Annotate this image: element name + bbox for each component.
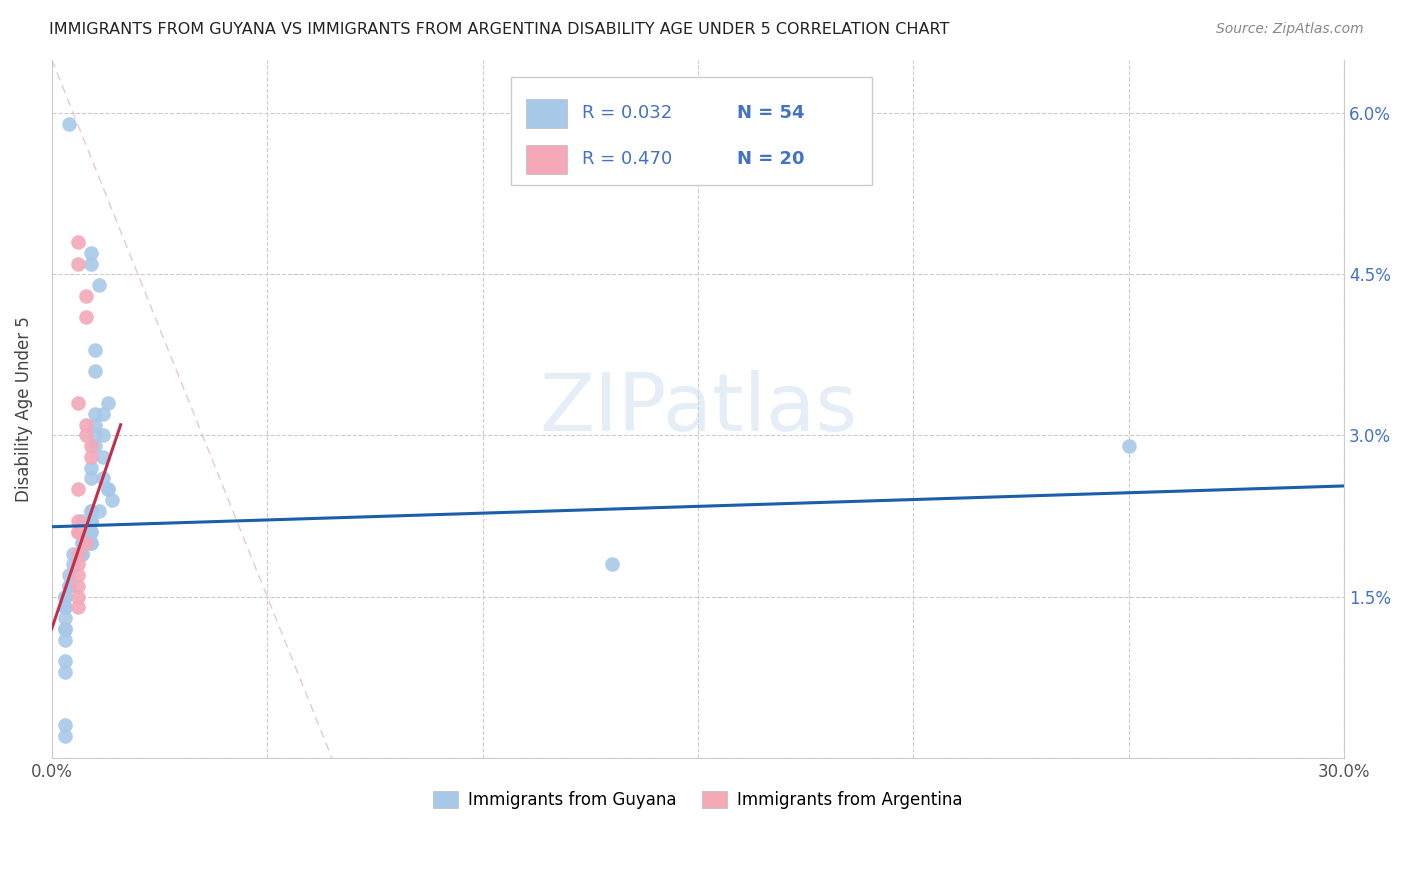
Point	[75, 289, 97, 303]
Point	[79, 460, 101, 475]
Point	[70, 547, 93, 561]
Point	[53, 590, 76, 604]
Text: N = 20: N = 20	[737, 151, 804, 169]
Point	[93, 428, 115, 442]
Point	[58, 117, 80, 131]
Point	[53, 600, 76, 615]
Point	[62, 558, 84, 572]
Point	[79, 536, 101, 550]
Point	[79, 439, 101, 453]
Y-axis label: Disability Age Under 5: Disability Age Under 5	[15, 316, 32, 501]
Point	[66, 547, 89, 561]
Point	[66, 579, 89, 593]
Point	[62, 547, 84, 561]
Point	[83, 364, 105, 378]
Text: Source: ZipAtlas.com: Source: ZipAtlas.com	[1216, 22, 1364, 37]
Point	[66, 525, 89, 540]
Point	[75, 536, 97, 550]
Point	[1118, 439, 1140, 453]
Point	[83, 417, 105, 432]
Point	[79, 503, 101, 517]
Point	[58, 579, 80, 593]
Point	[79, 257, 101, 271]
Point	[97, 482, 120, 496]
Point	[53, 590, 76, 604]
Point	[53, 600, 76, 615]
Point	[70, 547, 93, 561]
Point	[79, 515, 101, 529]
Text: IMMIGRANTS FROM GUYANA VS IMMIGRANTS FROM ARGENTINA DISABILITY AGE UNDER 5 CORRE: IMMIGRANTS FROM GUYANA VS IMMIGRANTS FRO…	[49, 22, 949, 37]
Point	[66, 482, 89, 496]
Point	[79, 471, 101, 485]
Point	[79, 246, 101, 260]
Point	[66, 590, 89, 604]
Point	[79, 503, 101, 517]
Point	[83, 343, 105, 357]
Point	[66, 515, 89, 529]
Text: ZIPatlas: ZIPatlas	[538, 369, 858, 448]
Point	[79, 536, 101, 550]
Bar	[526, 99, 568, 128]
Point	[89, 503, 111, 517]
Point	[66, 396, 89, 410]
Point	[70, 536, 93, 550]
Point	[66, 257, 89, 271]
Bar	[526, 145, 568, 174]
Point	[58, 568, 80, 582]
Text: R = 0.032: R = 0.032	[582, 104, 672, 122]
Point	[83, 428, 105, 442]
Point	[53, 665, 76, 679]
Point	[93, 471, 115, 485]
Point	[53, 729, 76, 743]
Point	[70, 525, 93, 540]
Point	[70, 536, 93, 550]
Point	[97, 482, 120, 496]
Point	[89, 278, 111, 293]
Point	[53, 718, 76, 732]
Point	[79, 515, 101, 529]
Point	[53, 632, 76, 647]
Point	[79, 450, 101, 464]
Legend: Immigrants from Guyana, Immigrants from Argentina: Immigrants from Guyana, Immigrants from …	[427, 784, 969, 815]
Point	[58, 579, 80, 593]
Point	[600, 558, 623, 572]
Point	[66, 558, 89, 572]
Point	[53, 622, 76, 636]
FancyBboxPatch shape	[510, 77, 872, 186]
Point	[66, 235, 89, 249]
Point	[79, 525, 101, 540]
Point	[53, 622, 76, 636]
Point	[53, 611, 76, 625]
Point	[83, 439, 105, 453]
Text: R = 0.470: R = 0.470	[582, 151, 672, 169]
Point	[70, 515, 93, 529]
Point	[83, 407, 105, 421]
Point	[97, 396, 120, 410]
Point	[66, 600, 89, 615]
Point	[66, 525, 89, 540]
Point	[101, 492, 124, 507]
Point	[75, 428, 97, 442]
Point	[53, 654, 76, 668]
Point	[75, 310, 97, 325]
Text: N = 54: N = 54	[737, 104, 804, 122]
Point	[93, 450, 115, 464]
Point	[75, 417, 97, 432]
Point	[79, 525, 101, 540]
Point	[93, 407, 115, 421]
Point	[66, 568, 89, 582]
